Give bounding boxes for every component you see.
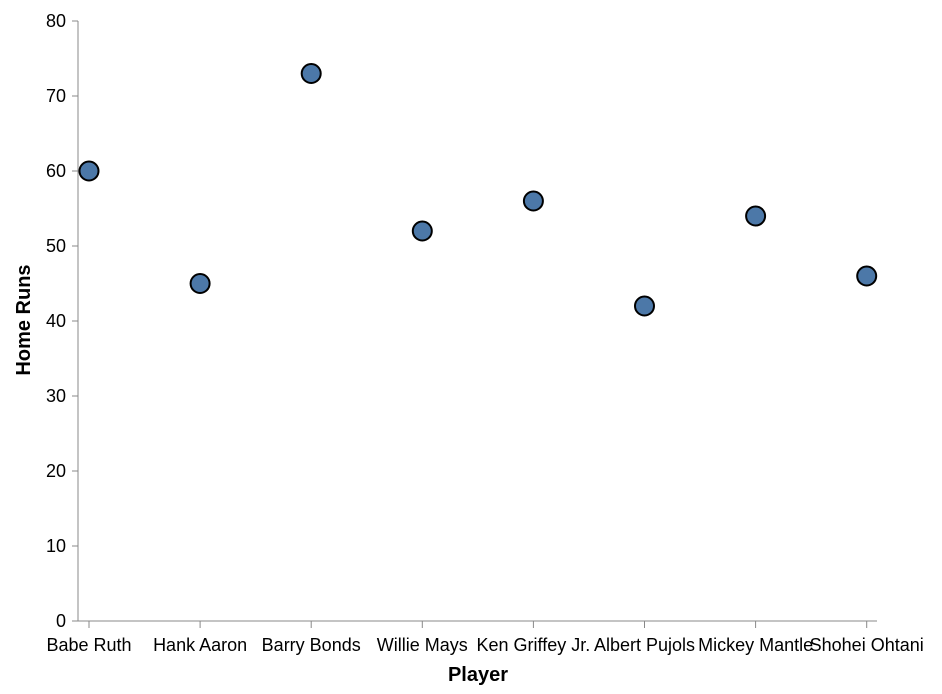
x-tick-label: Babe Ruth: [46, 635, 131, 655]
y-tick-label: 40: [46, 311, 66, 331]
x-axis: Babe Ruth Hank Aaron Barry Bonds Willie May…: [46, 620, 924, 655]
data-point: [300, 63, 322, 84]
y-axis: 0 10 20 30 40 50 60 70 80: [46, 11, 79, 631]
y-tick-label: 80: [46, 11, 66, 31]
y-axis-title: Home Runs: [13, 264, 35, 375]
data-point: [634, 295, 655, 317]
y-tick-label: 70: [46, 86, 66, 106]
data-point: [745, 205, 767, 227]
x-tick-label: Hank Aaron: [153, 635, 247, 655]
x-tick-label: Mickey Mantle: [698, 635, 813, 655]
y-tick-label: 30: [46, 386, 66, 406]
y-tick-label: 50: [46, 236, 66, 256]
y-tick-label: 0: [56, 611, 66, 631]
x-tick-label: Willie Mays: [377, 635, 468, 655]
y-tick-label: 10: [46, 536, 66, 556]
data-point: [78, 160, 100, 182]
x-tick-label: Ken Griffey Jr.: [477, 635, 591, 655]
x-axis-title: Player: [448, 664, 508, 686]
x-tick-label: Shohei Ohtani: [810, 635, 924, 655]
data-point: [189, 273, 211, 294]
points: [78, 63, 878, 317]
data-point: [522, 190, 544, 212]
y-tick-label: 20: [46, 461, 66, 481]
data-point: [411, 220, 433, 242]
x-tick-label: Barry Bonds: [262, 635, 361, 655]
y-tick-label: 60: [46, 161, 66, 181]
x-tick-label: Albert Pujols: [594, 635, 695, 655]
data-point: [856, 265, 878, 287]
